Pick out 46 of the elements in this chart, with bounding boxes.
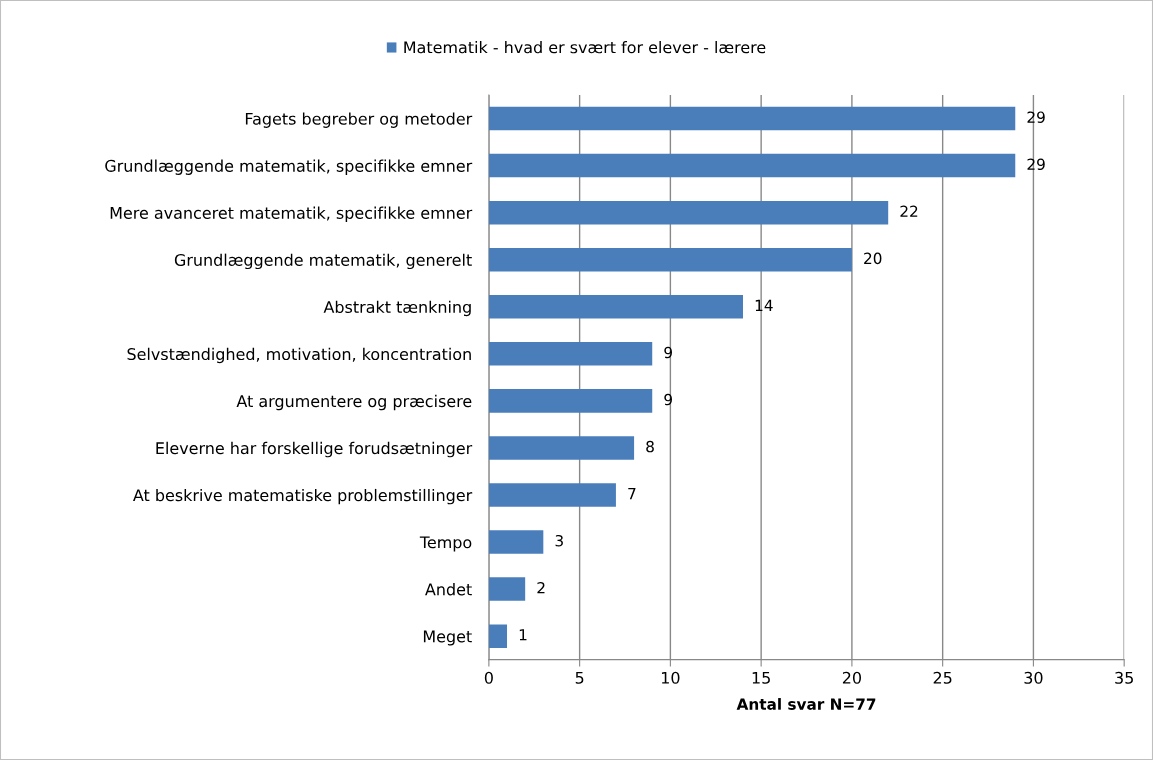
legend-label: Matematik - hvad er svært for elever - lærere bbox=[404, 40, 766, 54]
x-tick-label: 15 bbox=[752, 671, 770, 684]
y-tick-label: Andet bbox=[425, 583, 472, 596]
x-tick-label: 20 bbox=[842, 671, 861, 684]
data-label: 8 bbox=[646, 440, 654, 453]
bar bbox=[488, 342, 653, 366]
bar bbox=[488, 577, 526, 601]
y-tick-label: Eleverne har forskellige forudsætninger bbox=[156, 441, 473, 458]
y-tick-label: Abstrakt tænkning bbox=[323, 300, 471, 317]
bar bbox=[488, 106, 1016, 131]
y-tick-label: Meget bbox=[423, 630, 472, 646]
data-label: 1 bbox=[519, 629, 527, 641]
data-label: 2 bbox=[537, 581, 545, 594]
x-tick-label: 30 bbox=[1024, 671, 1043, 684]
x-axis-title: Antal svar N=77 bbox=[736, 698, 876, 710]
bar bbox=[488, 624, 508, 648]
y-tick-label: At argumentere og præcisere bbox=[236, 394, 472, 411]
bar bbox=[488, 530, 544, 554]
x-tick-label: 35 bbox=[1115, 671, 1133, 684]
data-label: 9 bbox=[664, 346, 672, 359]
y-tick-label: Selvstændighed, motivation, koncentration bbox=[127, 347, 471, 364]
x-tick-label: 10 bbox=[661, 671, 680, 684]
bar bbox=[488, 294, 743, 319]
bar bbox=[488, 436, 635, 460]
data-label: 29 bbox=[1027, 158, 1045, 171]
data-label: 20 bbox=[864, 252, 882, 265]
data-label: 9 bbox=[664, 393, 672, 406]
data-label: 22 bbox=[900, 205, 918, 217]
bar bbox=[488, 247, 852, 272]
y-tick-label: Fagets begreber og metoder bbox=[245, 112, 473, 128]
y-tick-label: Mere avanceret matematik, specifikke emner bbox=[110, 206, 473, 223]
x-tick-label: 5 bbox=[575, 671, 584, 684]
bar bbox=[488, 200, 889, 225]
x-tick-label: 25 bbox=[933, 671, 952, 684]
y-tick-label: Tempo bbox=[419, 536, 472, 552]
bar bbox=[488, 153, 1016, 178]
y-tick-label: Grundlæggende matematik, generelt bbox=[174, 253, 472, 270]
y-tick-label: Grundlæggende matematik, specifikke emner bbox=[105, 159, 473, 175]
y-tick-label: At beskrive matematiske problemstillinger bbox=[133, 488, 473, 505]
data-label: 29 bbox=[1027, 111, 1045, 123]
x-tick-label: 0 bbox=[484, 671, 493, 684]
data-label: 7 bbox=[628, 488, 636, 500]
data-label: 14 bbox=[755, 299, 773, 311]
data-label: 3 bbox=[555, 534, 563, 547]
bar bbox=[488, 389, 653, 413]
bar bbox=[488, 483, 616, 507]
